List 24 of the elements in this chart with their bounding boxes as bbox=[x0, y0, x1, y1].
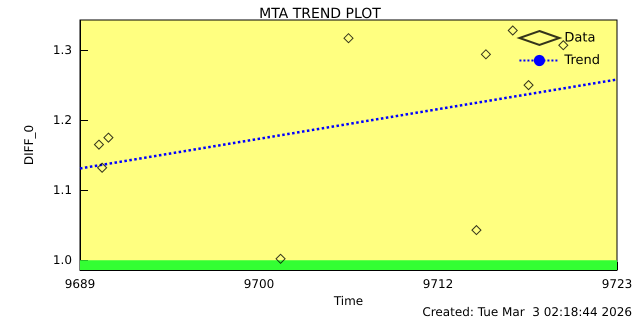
point bbox=[94, 140, 104, 150]
point bbox=[558, 40, 568, 50]
legend-label: Trend bbox=[563, 53, 600, 68]
point bbox=[480, 49, 491, 60]
x-tick-label: 9689 bbox=[64, 277, 96, 291]
point bbox=[524, 80, 534, 90]
x-tick-label: 9712 bbox=[422, 277, 454, 291]
chart-title: MTA TREND PLOT bbox=[259, 6, 382, 22]
y-tick-label: 1.0 bbox=[52, 253, 72, 268]
y-tick-label: 1.3 bbox=[52, 43, 72, 58]
x-tick-label: 9723 bbox=[602, 277, 632, 291]
point bbox=[344, 33, 354, 44]
point bbox=[508, 26, 518, 36]
x-axis-title: Time bbox=[332, 294, 364, 308]
point bbox=[471, 225, 482, 236]
point bbox=[103, 132, 114, 143]
text: Created: Tue Mar 3 02:18:44 2026 bbox=[422, 305, 632, 319]
y-tick-label: 1.2 bbox=[52, 113, 72, 128]
legend-label: Data bbox=[564, 30, 596, 46]
point bbox=[97, 162, 108, 173]
point bbox=[276, 254, 286, 264]
y-tick-label: 1.1 bbox=[52, 183, 72, 198]
y-axis-title: DIFF_0 bbox=[22, 124, 36, 166]
x-tick-label: 9700 bbox=[244, 277, 274, 291]
